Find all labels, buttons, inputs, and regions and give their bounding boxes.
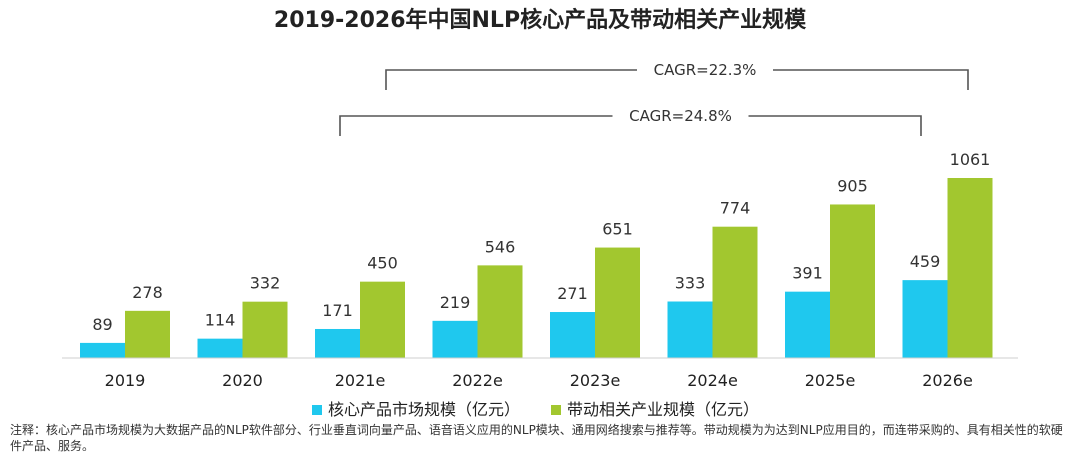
x-tick-2021e: 2021e [335,371,386,390]
bar-related-2020 [242,301,288,358]
x-tick-2025e: 2025e [805,371,856,390]
cagr-bracket-right-1 [748,115,922,136]
x-tick-2023e: 2023e [570,371,621,390]
value-label-related-2023e: 651 [602,220,633,239]
legend-swatch-related [551,405,561,415]
bar-core-2023e [550,312,595,358]
legend-label-related: 带动相关产业规模（亿元） [567,400,759,419]
bar-chart: 2019-2026年中国NLP核心产品及带动相关产业规模 CAGR=22.3%C… [62,7,1018,419]
value-label-core-2024e: 333 [675,274,706,293]
value-label-core-2020: 114 [205,311,236,330]
footnote: 注释：核心产品市场规模为大数据产品的NLP软件部分、行业垂直词向量产品、语音语义… [10,423,1063,453]
bar-core-2020 [197,338,243,358]
bar-core-2021e [315,328,360,358]
value-label-core-2023e: 271 [557,284,588,303]
bar-related-2022e [477,265,523,358]
value-label-core-2021e: 171 [322,301,353,320]
value-label-related-2019: 278 [132,283,163,302]
cagr-bracket-left-1 [339,115,613,136]
value-label-core-2019: 89 [92,315,112,334]
value-label-related-2020: 332 [250,274,281,293]
value-label-related-2021e: 450 [367,254,398,273]
value-label-related-2026e: 1061 [950,150,991,169]
value-label-core-2025e: 391 [792,264,823,283]
bar-core-2019 [80,342,125,358]
cagr-bracket-left-0 [385,69,637,90]
bar-core-2022e [432,320,478,358]
x-tick-2019: 2019 [105,371,146,390]
legend-swatch-core [312,405,322,415]
x-tick-labels: 2019 2020 2021e 2022e 2023e 2024e 2025e 2026e [105,371,973,390]
bar-core-2026e [902,280,948,358]
bar-related-2021e [360,281,405,358]
cagr-brackets: CAGR=22.3% CAGR=24.8% [339,61,969,136]
bar-related-2019 [125,310,170,358]
x-tick-2024e: 2024e [687,371,738,390]
bar-related-2024e [712,226,758,358]
bar-related-2025e [830,204,875,358]
value-label-core-2022e: 219 [440,293,471,312]
bar-core-2025e [785,291,830,358]
bars-group: 89 278 114 332 171 450 219 546 271 651 333 774 391 90… [80,150,993,358]
cagr-bracket-right-0 [773,69,969,90]
value-label-related-2022e: 546 [485,237,516,256]
chart-title: 2019-2026年中国NLP核心产品及带动相关产业规模 [274,7,807,33]
bar-core-2024e [667,301,713,358]
legend: 核心产品市场规模（亿元） 带动相关产业规模（亿元） [312,400,759,419]
value-label-core-2026e: 459 [910,252,941,271]
x-tick-2026e: 2026e [922,371,973,390]
legend-label-core: 核心产品市场规模（亿元） [328,400,520,419]
value-label-related-2024e: 774 [720,199,751,218]
x-tick-2020: 2020 [222,371,263,390]
value-label-related-2025e: 905 [837,176,868,195]
bar-related-2023e [595,247,640,358]
cagr-label-0: CAGR=22.3% [654,61,757,79]
x-tick-2022e: 2022e [452,371,503,390]
bar-related-2026e [947,178,993,358]
cagr-label-1: CAGR=24.8% [629,107,732,125]
